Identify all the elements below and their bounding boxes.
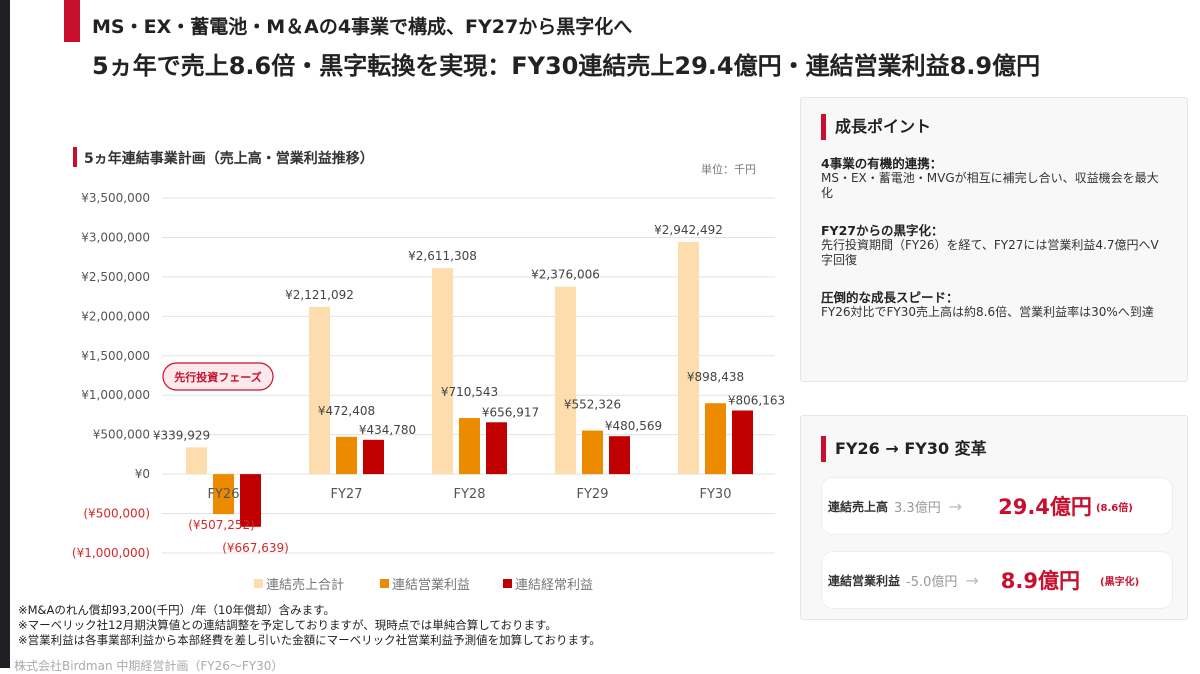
transform-title: FY26 → FY30 変革 [801, 436, 1187, 462]
data-label: ¥434,780 [359, 423, 416, 437]
arrow-right-icon: → [948, 496, 963, 516]
data-label: ¥472,408 [318, 404, 375, 418]
data-label: ¥2,611,308 [408, 249, 477, 263]
data-label: (¥667,639) [222, 541, 289, 555]
bar-2 [705, 403, 726, 475]
footnotes: ※M&Aのれん償却93,200(千円）/年（10年償却）含みます。 ※マーベリッ… [18, 603, 601, 648]
transform-card: FY26 → FY30 変革 連結売上高 3.3億円 → 29.4億円 (8.6… [800, 415, 1188, 620]
kpi-note: (8.6倍) [1095, 502, 1133, 514]
kpi-label: 連結売上高 [828, 499, 889, 514]
bar-1 [555, 286, 576, 475]
data-label: ¥710,543 [441, 385, 498, 399]
bar-3 [240, 474, 261, 527]
y-tick-label: ¥1,000,000 [81, 388, 150, 402]
chart-title: 5ヵ年連結事業計画（売上高・営業利益推移） [84, 150, 374, 167]
bar-1 [432, 268, 453, 475]
bar-2 [336, 436, 357, 475]
kpi-sales: 連結売上高 3.3億円 → 29.4億円 (8.6倍) [821, 477, 1173, 535]
data-label: ¥2,376,006 [531, 268, 600, 282]
kpi-note: (黒字化) [1100, 576, 1140, 588]
bar-2 [459, 418, 480, 475]
kpi-label: 連結営業利益 [828, 573, 901, 588]
data-label: ¥806,163 [728, 394, 785, 408]
data-label: (¥507,252) [188, 518, 255, 532]
kpi-to: 8.9億円 [1000, 569, 1080, 593]
kpi-operating-profit: 連結営業利益 -5.0億円 → 8.9億円 (黒字化) [821, 551, 1173, 609]
bar-3 [609, 436, 630, 475]
legend-label: 連結経常利益 [515, 578, 593, 593]
title-accent-bar [64, 0, 80, 42]
footer-text: 株式会社Birdman 中期経営計画（FY26～FY30） [14, 659, 284, 673]
legend-label: 連結営業利益 [392, 577, 470, 593]
y-tick-label: (¥500,000) [83, 507, 150, 521]
growth-point: FY27からの黒字化： 先行投資期間（FY26）を経て、FY27には営業利益4.7… [821, 223, 1159, 267]
y-tick-label: ¥3,500,000 [81, 191, 150, 205]
growth-point: 圧倒的な成長スピード： FY26対比でFY30売上高は約8.6倍、営業利益率は30… [821, 290, 1154, 319]
data-label: ¥2,121,092 [285, 288, 354, 302]
kpi-from: -5.0億円 [906, 574, 958, 590]
chart-title-accent [73, 147, 77, 167]
bar-chart: 5ヵ年連結事業計画（売上高・営業利益推移） 単位：千円 ¥3,500,000 ¥3… [72, 147, 785, 593]
kpi-to: 29.4億円 [998, 495, 1092, 519]
y-tick-label: ¥500,000 [93, 428, 150, 442]
bar-2 [213, 474, 234, 515]
data-label: ¥898,438 [687, 370, 744, 384]
kpi-from: 3.3億円 [894, 500, 941, 516]
x-tick-label: FY28 [454, 487, 486, 502]
window-edge [0, 0, 10, 668]
bar-3 [732, 410, 753, 475]
annotation-text: 先行投資フェーズ [174, 370, 261, 384]
footnote: ※営業利益は各事業部利益から本部経費を差し引いた金額にマーベリック社営業利益予測… [18, 633, 601, 647]
x-tick-label: FY26 [208, 487, 240, 502]
footnote: ※M&Aのれん償却93,200(千円）/年（10年償却）含みます。 [18, 603, 335, 617]
page-subtitle: MS・EX・蓄電池・M＆Aの4事業で構成、FY27から黒字化へ [92, 16, 633, 38]
x-tick-label: FY27 [331, 487, 363, 502]
legend-swatch [503, 579, 512, 588]
growth-title: 成長ポイント [801, 114, 1187, 140]
y-tick-label: ¥0 [135, 467, 150, 481]
legend-label: 連結売上合計 [266, 577, 344, 593]
y-tick-label: ¥2,000,000 [81, 309, 150, 323]
data-label: ¥480,569 [605, 419, 662, 433]
growth-point: 4事業の有機的連携： MS・EX・蓄電池・MVGが相互に補完し合い、収益機会を最大… [821, 156, 1159, 200]
legend-swatch [254, 579, 263, 588]
growth-points-card: 成長ポイント 4事業の有機的連携： MS・EX・蓄電池・MVGが相互に補完し合い、… [800, 97, 1188, 382]
x-tick-label: FY29 [577, 487, 609, 502]
data-label: ¥552,326 [564, 398, 621, 412]
annotation-badge: 先行投資フェーズ [162, 362, 274, 391]
data-label: ¥339,929 [153, 428, 210, 442]
data-label: ¥2,942,492 [654, 223, 723, 237]
page-title: 5ヵ年で売上8.6倍・黒字転換を実現：FY30連結売上29.4億円・連結営業利益… [92, 52, 1041, 80]
y-tick-label: ¥1,500,000 [81, 349, 150, 363]
data-label: ¥656,917 [482, 405, 539, 419]
bar-3 [363, 439, 384, 475]
y-tick-label: ¥2,500,000 [81, 270, 150, 284]
bar-1 [186, 447, 207, 475]
y-tick-label: ¥3,000,000 [81, 230, 150, 244]
unit-label: 単位：千円 [701, 162, 756, 176]
footnote: ※マーベリック社12月期決算値との連結調整を予定しておりますが、現時点では単純合… [18, 618, 557, 632]
y-tick-label: (¥1,000,000) [72, 546, 150, 560]
bar-1 [678, 241, 699, 475]
x-tick-label: FY30 [700, 487, 732, 502]
arrow-right-icon: → [965, 570, 979, 590]
bar-3 [486, 422, 507, 475]
bar-1 [309, 306, 330, 475]
bar-2 [582, 430, 603, 475]
legend-swatch [380, 579, 389, 588]
